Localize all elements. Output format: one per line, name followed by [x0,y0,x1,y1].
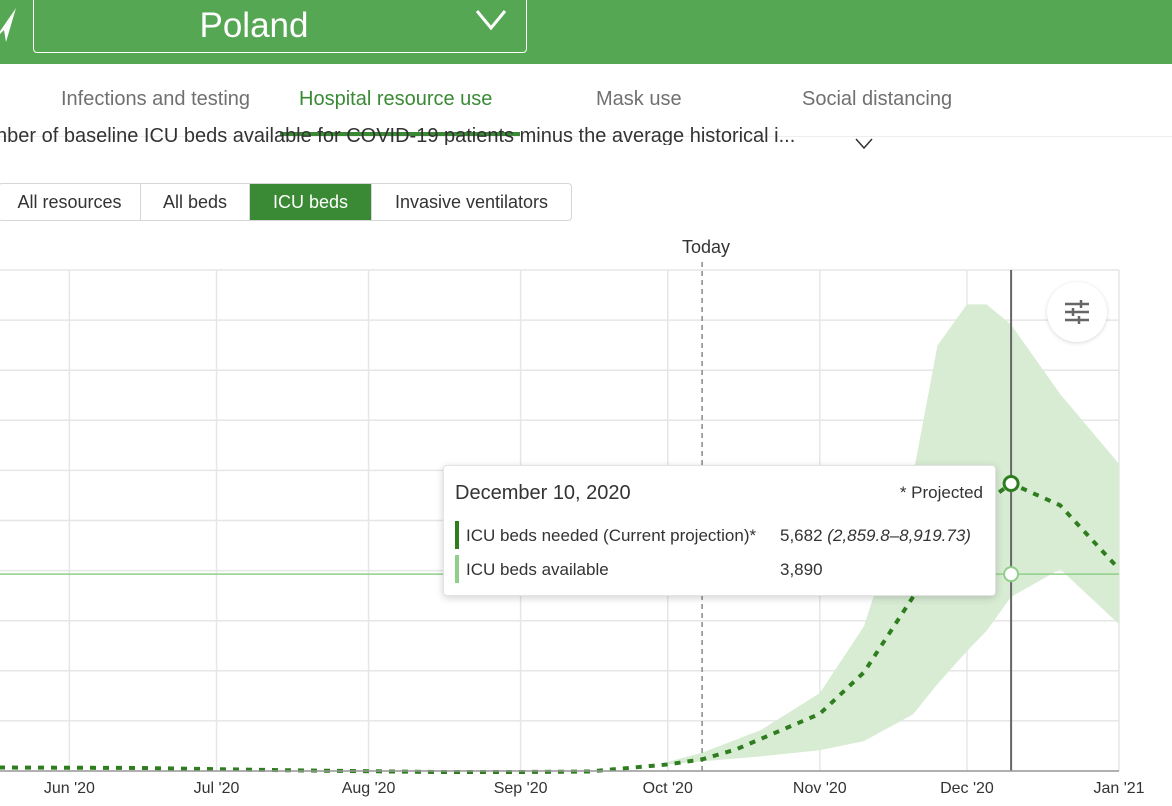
x-tick-label: Nov '20 [792,780,847,797]
chart-description: nber of baseline ICU beds available for … [0,121,845,145]
expand-description-icon[interactable] [855,138,873,150]
icu-beds-needed-hover-point [1002,474,1020,492]
section-tabs: Infections and testing Hospital resource… [0,64,1172,137]
x-tick-label: Jan '21 [1093,780,1145,797]
tooltip-value-number: 5,682 [780,526,823,545]
active-tab-indicator [280,132,520,136]
tooltip-value-range: (2,859.8–8,919.73) [827,526,971,545]
tooltip-projected-note: * Projected [899,483,983,502]
x-tick-label: Sep '20 [493,780,548,797]
resource-type-selector: All resources All beds ICU beds Invasive… [0,183,572,221]
all-resources-button[interactable]: All resources [0,184,141,220]
x-tick-label: Oct '20 [642,780,693,797]
x-tick-label: Jun '20 [43,780,95,797]
tab-infections-testing[interactable]: Infections and testing [61,88,251,110]
x-tick-label: Jul '20 [193,780,240,797]
tooltip-date: December 10, 2020 [455,482,631,504]
x-tick-label: Aug '20 [341,780,396,797]
tooltip-value-beds-needed: 5,682 (2,859.8–8,919.73) [780,526,971,546]
chevron-down-icon [475,10,507,31]
tab-mask-use[interactable]: Mask use [596,88,682,110]
chart-tooltip: December 10, 2020 * Projected ICU beds n… [443,465,996,596]
icu-beds-button[interactable]: ICU beds [250,184,372,220]
tooltip-label-beds-needed: ICU beds needed (Current projection)* [466,526,757,545]
icu-beds-available-hover-point [1003,566,1020,583]
country-select[interactable]: Poland [33,0,527,53]
tab-hospital-resource-use[interactable]: Hospital resource use [299,88,493,110]
uncertainty-band [667,304,1119,765]
x-tick-label: Dec '20 [940,780,994,797]
all-beds-button[interactable]: All beds [141,184,250,220]
sliders-icon [1065,300,1089,324]
chart-description-text: nber of baseline ICU beds available for … [0,125,796,145]
tooltip-label-beds-available: ICU beds available [466,560,609,579]
legend-swatch-beds-available [455,555,459,583]
navigation-arrow-icon[interactable] [0,8,20,42]
tooltip-value-beds-available: 3,890 [780,560,823,579]
today-label: Today [682,237,731,257]
legend-swatch-beds-needed [455,521,459,549]
country-name: Poland [199,6,309,45]
invasive-ventilators-button[interactable]: Invasive ventilators [394,192,549,212]
header-bar: Poland [0,0,1172,64]
tab-social-distancing[interactable]: Social distancing [802,88,953,110]
chart-settings-button[interactable] [1047,282,1107,342]
